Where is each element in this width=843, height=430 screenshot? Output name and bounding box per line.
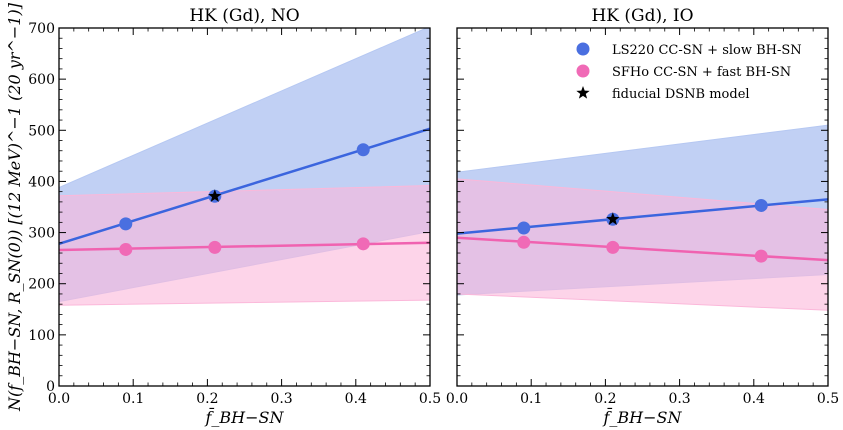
x-tick-label: 0.4 xyxy=(743,391,765,407)
plot-area xyxy=(59,28,430,306)
legend-label-ls220: LS220 CC-SN + slow BH-SN xyxy=(612,43,802,58)
x-tick-label: 0.0 xyxy=(48,391,70,407)
plot-frame xyxy=(456,27,829,387)
y-tick-label: 400 xyxy=(28,174,55,190)
y-tick-label: 700 xyxy=(28,21,55,37)
panel-no: 0.0 0.1 0.2 0.3 0.4 0.5 0 100 200 300 400 500 600 700 xyxy=(28,21,441,407)
x-tick-label: 0.0 xyxy=(446,391,468,407)
legend-marker-fiducial-star-icon xyxy=(576,86,590,99)
x-tick-label: 0.3 xyxy=(668,391,690,407)
data-point-ls220-0 xyxy=(517,221,531,235)
panel-title-io: HK (Gd), IO xyxy=(591,6,693,26)
x-tick-label: 0.4 xyxy=(345,391,367,407)
data-point-ls220-0 xyxy=(119,217,133,231)
data-point-sfho-0 xyxy=(119,242,133,256)
fiducial-star-icon xyxy=(606,212,620,225)
legend-label-fiducial: fiducial DSNB model xyxy=(612,87,750,102)
data-point-sfho-2 xyxy=(356,237,370,251)
legend: LS220 CC-SN + slow BH-SN SFHo CC-SN + fa… xyxy=(576,42,802,102)
data-point-ls220-2 xyxy=(754,198,768,212)
y-tick-label: 0 xyxy=(46,379,55,395)
data-point-sfho-1 xyxy=(208,240,222,254)
fiducial-star-icon xyxy=(208,189,222,202)
uncertainty-band-sfho xyxy=(457,178,828,311)
plot-area xyxy=(457,124,828,311)
legend-marker-sfho xyxy=(576,64,590,78)
data-point-sfho-1 xyxy=(606,240,620,254)
x-axis-label-no: f̄_BH−SN xyxy=(205,406,285,427)
legend-marker-ls220 xyxy=(576,42,590,56)
data-point-sfho-0 xyxy=(517,235,531,249)
panel-title-no: HK (Gd), NO xyxy=(189,6,299,26)
x-tick-label: 0.5 xyxy=(419,391,441,407)
x-tick-label: 0.2 xyxy=(196,391,218,407)
x-tick-label: 0.1 xyxy=(122,391,144,407)
data-point-ls220-2 xyxy=(356,143,370,157)
y-tick-label: 500 xyxy=(28,123,55,139)
x-tick-label: 0.3 xyxy=(270,391,292,407)
x-tick-label: 0.5 xyxy=(817,391,839,407)
panel-io: 0.0 0.1 0.2 0.3 0.4 0.5 xyxy=(446,27,839,407)
x-tick-label: 0.2 xyxy=(594,391,616,407)
x-axis-label-io: f̄_BH−SN xyxy=(603,406,683,427)
legend-label-sfho: SFHo CC-SN + fast BH-SN xyxy=(612,65,791,80)
plot-frame xyxy=(58,27,431,387)
y-tick-label: 300 xyxy=(28,226,55,242)
y-axis-label: N(f_BH−SN, R_SN(0)) [(12 MeV)^−1 (20 yr^… xyxy=(5,2,24,412)
data-point-sfho-2 xyxy=(754,249,768,263)
y-tick-label: 600 xyxy=(28,72,55,88)
y-tick-label: 200 xyxy=(28,277,55,293)
y-tick-label: 100 xyxy=(28,328,55,344)
x-tick-label: 0.1 xyxy=(520,391,542,407)
